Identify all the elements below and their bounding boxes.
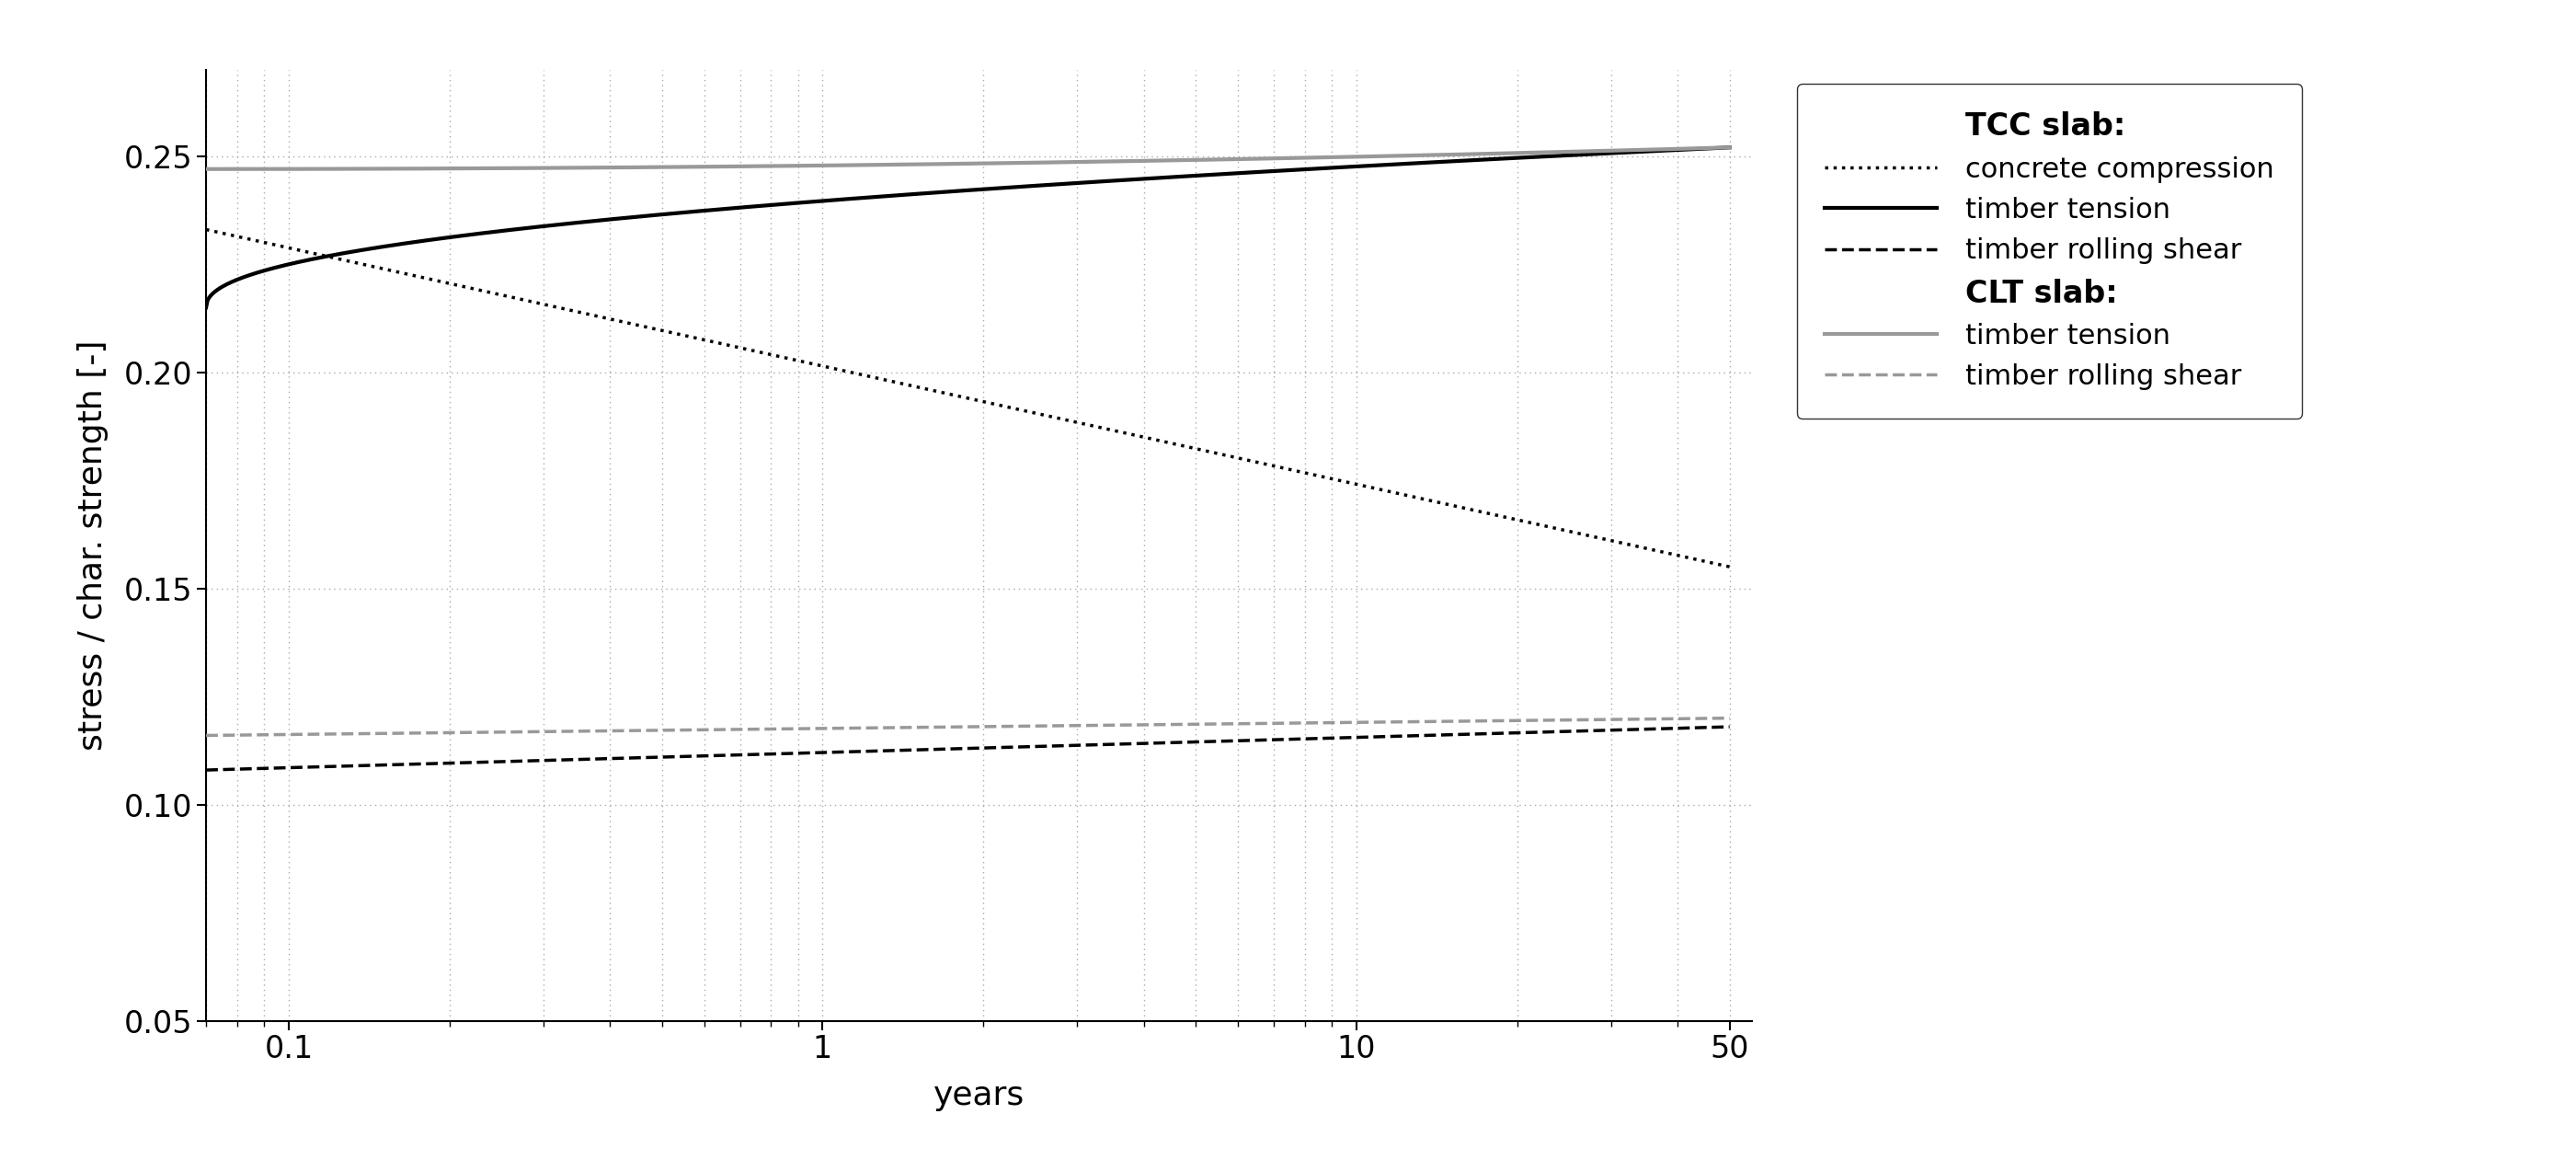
Legend: TCC slab:, concrete compression, timber tension, timber rolling shear, CLT slab:: TCC slab:, concrete compression, timber …	[1795, 84, 2303, 419]
Y-axis label: stress / char. strength [-]: stress / char. strength [-]	[77, 340, 108, 751]
X-axis label: years: years	[933, 1080, 1025, 1111]
